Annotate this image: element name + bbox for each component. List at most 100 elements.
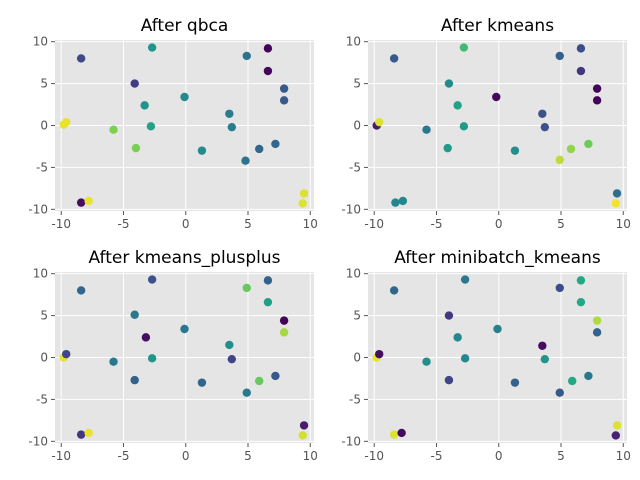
x-tick-label: 5 [557,217,565,231]
y-tick-label: -5 [36,392,48,406]
data-point [444,79,454,88]
y-tick-label: 10 [346,267,361,281]
y-tick-label: 0 [353,351,361,365]
data-point [510,378,520,387]
y-tick-label: 10 [346,35,361,49]
data-point [576,66,586,76]
x-tick-label: 10 [303,449,318,463]
data-point [131,143,141,153]
data-point [391,198,400,207]
data-point [612,421,622,430]
y-tick-label: 5 [40,309,48,323]
data-point [612,189,622,198]
data-point [510,146,520,155]
data-point [298,431,307,440]
y-tick-label: -10 [341,202,361,216]
data-point [584,371,593,381]
data-point [299,421,309,430]
x-tick-label: -10 [51,449,71,463]
data-point [271,139,280,149]
x-tick-label: 0 [495,449,503,463]
y-tick-label: 5 [40,77,48,91]
data-point [197,146,207,155]
subplot-2: -10 -5 0 5 10 -10 -5 0 5 10 After kmeans [341,16,631,231]
data-point [263,297,273,307]
data-point [444,311,454,320]
data-point [146,122,156,131]
data-point [279,84,289,93]
data-point [263,44,273,53]
data-point [242,388,251,397]
x-tick-label: -10 [364,449,384,463]
data-point [492,92,501,102]
data-point [109,125,118,134]
data-point [422,357,431,366]
data-point [592,84,602,93]
data-point [592,328,602,337]
data-point [242,51,251,61]
data-point [540,354,550,364]
data-point [422,125,431,134]
subplot-4: -10 -5 0 5 10 -10 -5 0 5 10 After minibatch_kmeans [341,248,631,463]
data-point [298,199,307,208]
subplot-title: After minibatch_kmeans [394,248,601,268]
data-point [255,376,264,386]
data-point [130,79,139,88]
data-point [540,122,550,132]
data-point [398,196,408,206]
data-point [227,354,237,364]
data-point [299,189,309,198]
y-tick-label: -5 [349,160,361,174]
data-point [493,324,502,334]
y-tick-label: 5 [353,77,361,91]
data-point [279,96,289,105]
data-point [576,44,586,53]
data-point [592,96,602,105]
data-point [279,328,289,337]
data-point [147,354,157,363]
data-point [227,122,237,132]
x-tick-label: 10 [616,217,631,231]
x-tick-label: 10 [616,449,631,463]
x-tick-label: 0 [495,217,503,231]
data-point [147,275,157,284]
y-tick-label: -10 [28,434,48,448]
data-point [62,117,71,127]
data-point [76,198,86,207]
x-tick-label: 5 [244,449,252,463]
data-point [453,101,462,110]
data-point [180,92,189,102]
data-point [375,117,384,127]
y-tick-label: -10 [341,434,361,448]
y-tick-label: 0 [40,351,48,365]
data-point [130,375,139,385]
data-point [584,139,593,149]
data-point [460,354,470,363]
subplot-3: -10 -5 0 5 10 -10 -5 0 5 10 After kmeans_plusplus [28,248,318,463]
x-tick-label: 10 [303,217,318,231]
data-point [76,54,86,63]
data-point [538,109,547,118]
x-tick-label: -5 [118,449,130,463]
data-point [453,333,462,342]
data-point [84,196,93,206]
data-point [568,376,577,386]
data-point [197,378,207,387]
x-tick-label: -5 [431,449,443,463]
y-tick-label: 10 [33,267,48,281]
data-point [147,43,157,52]
data-point [76,286,86,295]
data-point [611,199,620,208]
data-point [271,371,280,381]
y-tick-label: 0 [353,119,361,133]
data-point [279,316,289,325]
data-point [460,275,470,284]
data-point [225,340,234,350]
data-point [255,144,264,154]
data-point [611,431,620,440]
data-point [459,43,469,52]
y-tick-label: 5 [353,309,361,323]
x-tick-label: -10 [364,217,384,231]
